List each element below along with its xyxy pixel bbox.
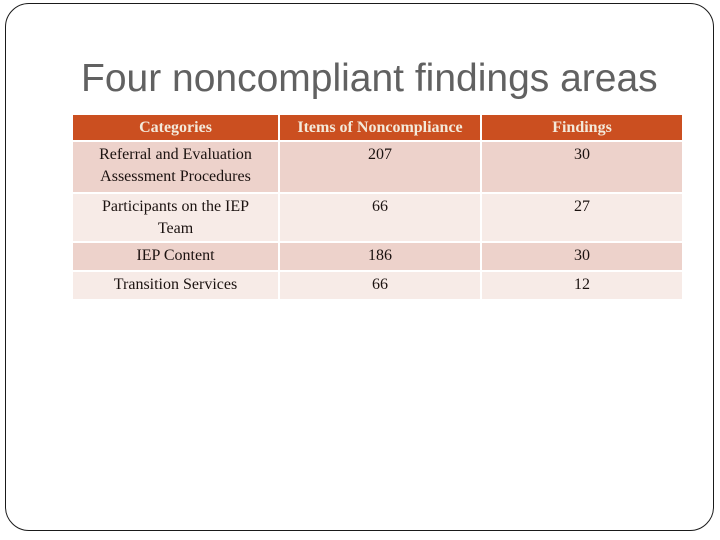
header-items-of-noncompliance: Items of Noncompliance — [280, 115, 480, 140]
table-row: IEP Content 186 30 — [73, 243, 682, 270]
cell-findings: 30 — [482, 142, 682, 192]
table-row: Transition Services 66 12 — [73, 272, 682, 299]
cell-category: Participants on the IEP Team — [73, 194, 278, 241]
cell-findings: 27 — [482, 194, 682, 241]
table-header-row: Categories Items of Noncompliance Findin… — [73, 115, 682, 140]
cell-items-of-noncompliance: 66 — [280, 194, 480, 241]
cell-items-of-noncompliance: 207 — [280, 142, 480, 192]
table-row: Participants on the IEP Team 66 27 — [73, 194, 682, 241]
cell-category: IEP Content — [73, 243, 278, 270]
cell-items-of-noncompliance: 66 — [280, 272, 480, 299]
slide-title: Four noncompliant findings areas — [81, 57, 658, 100]
header-findings: Findings — [482, 115, 682, 140]
header-categories: Categories — [73, 115, 278, 140]
findings-table: Categories Items of Noncompliance Findin… — [71, 113, 684, 301]
table-row: Referral and Evaluation Assessment Proce… — [73, 142, 682, 192]
cell-items-of-noncompliance: 186 — [280, 243, 480, 270]
cell-findings: 30 — [482, 243, 682, 270]
cell-category: Referral and Evaluation Assessment Proce… — [73, 142, 278, 192]
cell-category: Transition Services — [73, 272, 278, 299]
cell-findings: 12 — [482, 272, 682, 299]
